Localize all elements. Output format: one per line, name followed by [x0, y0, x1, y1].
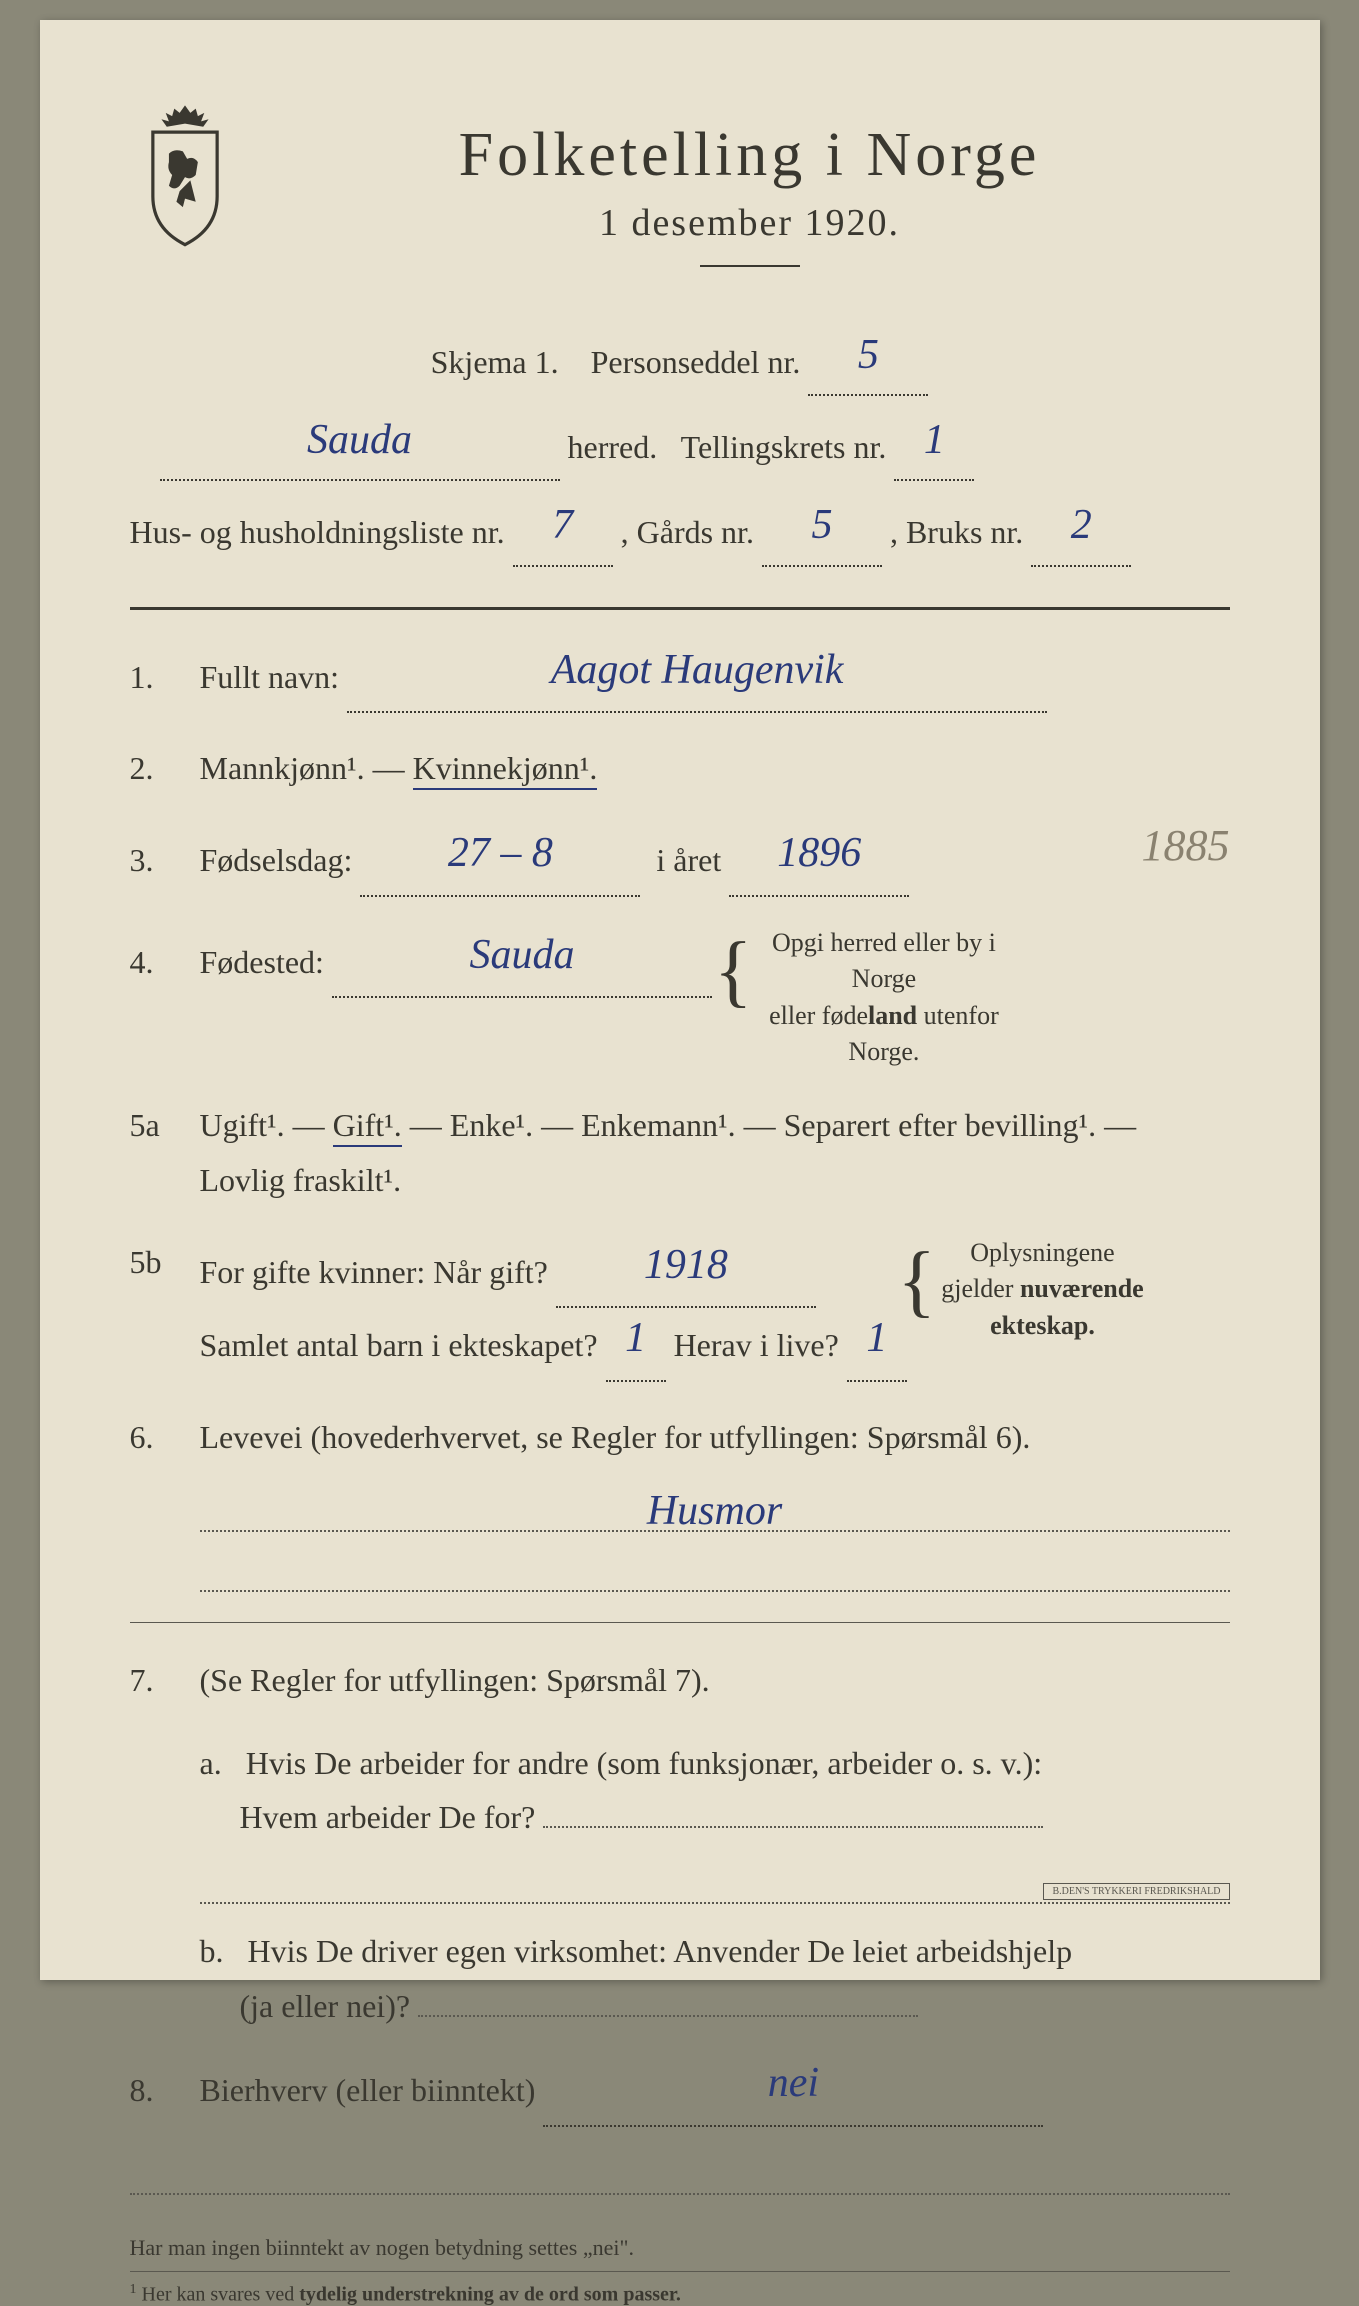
- children-total-value: 1: [625, 1315, 646, 1361]
- document-header: Folketelling i Norge 1 desember 1920.: [130, 120, 1230, 297]
- marriage-note: Oplysningene gjelder nuværende ekteskap.: [928, 1235, 1158, 1344]
- question-7b: b. Hvis De driver egen virksomhet: Anven…: [200, 1924, 1230, 2033]
- divider-mid: [130, 1622, 1230, 1623]
- title-block: Folketelling i Norge 1 desember 1920.: [270, 120, 1230, 297]
- question-5a: 5a Ugift¹. — Gift¹. — Enke¹. — Enkemann¹…: [130, 1098, 1230, 1207]
- birthplace-value: Sauda: [469, 932, 574, 978]
- children-alive-value: 1: [866, 1315, 887, 1361]
- question-7a: a. Hvis De arbeider for andre (som funks…: [200, 1736, 1230, 1845]
- main-title: Folketelling i Norge: [270, 120, 1230, 191]
- question-4: 4. Fødested: Sauda Opgi herred eller by …: [130, 925, 1230, 1071]
- gards-value: 5: [811, 502, 832, 548]
- occupation-line: Husmor: [200, 1492, 1230, 1532]
- question-3: 3. Fødselsdag: 27 – 8 i året 1896: [130, 823, 1230, 896]
- personseddel-value: 5: [858, 332, 879, 378]
- occupation-line-2: [200, 1552, 1230, 1592]
- question-5b: 5b For gifte kvinner: Når gift? 1918 Sam…: [130, 1235, 1230, 1382]
- secondary-occupation-value: nei: [768, 2060, 819, 2106]
- question-6: 6. Levevei (hovederhvervet, se Regler fo…: [130, 1410, 1230, 1464]
- secondary-line-2: [130, 2155, 1230, 2195]
- subtitle: 1 desember 1920.: [270, 201, 1230, 245]
- married-year-value: 1918: [644, 1242, 728, 1288]
- footnote-nei: Har man ingen biinntekt av nogen betydni…: [130, 2235, 1230, 2261]
- birthday-value: 27 – 8: [448, 830, 553, 876]
- occupation-value: Husmor: [647, 1488, 782, 1534]
- divider-bottom: [130, 2271, 1230, 2272]
- form-header-block: Skjema 1. Personseddel nr. 5 Sauda herre…: [130, 327, 1230, 567]
- hired-help-field: [418, 1987, 918, 2017]
- divider-top: [130, 607, 1230, 610]
- employer-field: [543, 1798, 1043, 1828]
- marital-selected: Gift¹.: [333, 1107, 402, 1147]
- husliste-value: 7: [552, 502, 573, 548]
- census-form-page: Folketelling i Norge 1 desember 1920. Sk…: [40, 20, 1320, 1980]
- footnote-instruction: 1 Her kan svares ved tydelig understrekn…: [130, 2282, 1230, 2306]
- gender-selected: Kvinnekjønn¹.: [413, 750, 598, 790]
- schema-line: Skjema 1. Personseddel nr. 5: [130, 327, 1230, 396]
- question-1: 1. Fullt navn: Aagot Haugenvik: [130, 640, 1230, 713]
- question-8: 8. Bierhverv (eller biinntekt) nei: [130, 2053, 1230, 2126]
- bruks-value: 2: [1071, 502, 1092, 548]
- tellingskrets-value: 1: [924, 417, 945, 463]
- printer-stamp: B.DEN'S TRYKKERI FREDRIKSHALD: [1043, 1883, 1229, 1900]
- herred-line: Sauda herred. Tellingskrets nr. 1: [130, 412, 1230, 481]
- birthplace-note: Opgi herred eller by i Norge eller fødel…: [744, 925, 1024, 1071]
- birthyear-value: 1896: [777, 830, 861, 876]
- fullname-value: Aagot Haugenvik: [551, 647, 844, 693]
- question-2: 2. Mannkjønn¹. — Kvinnekjønn¹.: [130, 741, 1230, 795]
- herred-value: Sauda: [307, 417, 412, 463]
- title-rule: [700, 265, 800, 267]
- margin-pencil-note: 1885: [1142, 820, 1230, 871]
- husliste-line: Hus- og husholdningsliste nr. 7 , Gårds …: [130, 497, 1230, 566]
- coat-of-arms-icon: [130, 100, 240, 250]
- question-7: 7. (Se Regler for utfyllingen: Spørsmål …: [130, 1653, 1230, 1707]
